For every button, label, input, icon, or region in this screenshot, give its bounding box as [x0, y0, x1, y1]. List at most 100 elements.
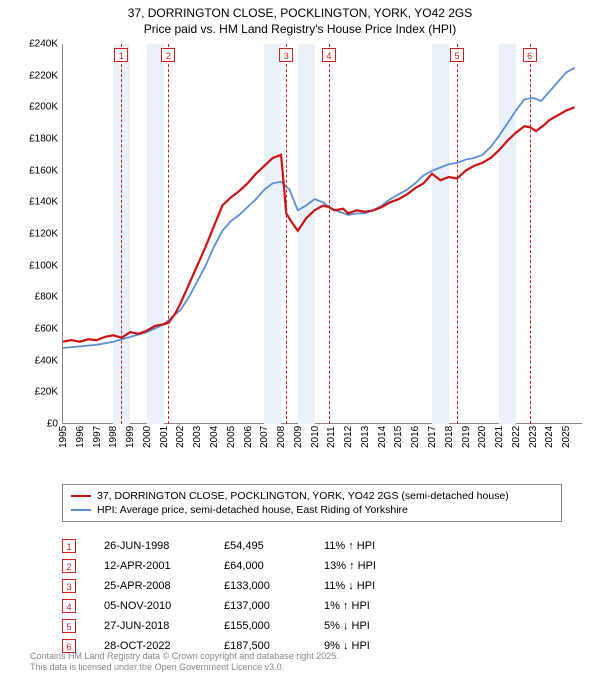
legend-label-blue: HPI: Average price, semi-detached house,… — [97, 504, 408, 516]
y-tick-label: £160K — [18, 165, 58, 176]
sales-row-price: £137,000 — [224, 600, 324, 612]
x-tick-label: 2006 — [243, 426, 254, 448]
x-tick-label: 1996 — [75, 426, 86, 448]
sales-row-date: 26-JUN-1998 — [104, 540, 224, 552]
sales-row-num: 4 — [62, 599, 76, 613]
sales-row: 5 27-JUN-2018£155,0005% ↓ HPI — [62, 616, 562, 636]
x-tick-label: 2005 — [226, 426, 237, 448]
sale-marker-flag: 2 — [161, 48, 175, 62]
sales-table: 1 26-JUN-1998£54,49511% ↑ HPI 2 12-APR-2001… — [62, 536, 562, 656]
y-tick-label: £120K — [18, 229, 58, 240]
x-tick-label: 1997 — [92, 426, 103, 448]
x-tick-label: 2008 — [276, 426, 287, 448]
y-tick-label: £100K — [18, 260, 58, 271]
line-series — [63, 44, 583, 424]
sales-row-hpi: 5% ↓ HPI — [324, 620, 424, 632]
sale-marker-flag: 6 — [523, 48, 537, 62]
x-tick-label: 2002 — [175, 426, 186, 448]
legend-label-red: 37, DORRINGTON CLOSE, POCKLINGTON, YORK,… — [97, 490, 509, 502]
x-tick-label: 1999 — [125, 426, 136, 448]
sales-row: 2 12-APR-2001£64,00013% ↑ HPI — [62, 556, 562, 576]
series-property — [63, 107, 575, 341]
x-axis: 1995199619971998199920002001200220032004… — [62, 426, 582, 466]
sales-row-hpi: 11% ↑ HPI — [324, 540, 424, 552]
sale-marker-line — [329, 44, 330, 424]
sales-row: 4 05-NOV-2010£137,0001% ↑ HPI — [62, 596, 562, 616]
x-tick-label: 2024 — [544, 426, 555, 448]
x-tick-label: 2001 — [159, 426, 170, 448]
sales-row-hpi: 1% ↑ HPI — [324, 600, 424, 612]
y-tick-label: £80K — [18, 292, 58, 303]
legend: 37, DORRINGTON CLOSE, POCKLINGTON, YORK,… — [62, 484, 562, 522]
sale-marker-line — [530, 44, 531, 424]
x-tick-label: 2022 — [511, 426, 522, 448]
sales-row-date: 25-APR-2008 — [104, 580, 224, 592]
y-tick-label: £200K — [18, 102, 58, 113]
y-tick-label: £60K — [18, 324, 58, 335]
x-tick-label: 2003 — [192, 426, 203, 448]
x-tick-label: 2014 — [377, 426, 388, 448]
x-tick-label: 2000 — [142, 426, 153, 448]
x-tick-label: 2011 — [326, 426, 337, 448]
x-tick-label: 2004 — [209, 426, 220, 448]
sale-marker-flag: 3 — [279, 48, 293, 62]
x-tick-label: 2013 — [360, 426, 371, 448]
x-tick-label: 2018 — [444, 426, 455, 448]
footnote-line-1: Contains HM Land Registry data © Crown c… — [30, 651, 339, 663]
x-tick-label: 2009 — [293, 426, 304, 448]
legend-row-blue: HPI: Average price, semi-detached house,… — [71, 503, 553, 517]
sales-row-num: 1 — [62, 539, 76, 553]
legend-row-red: 37, DORRINGTON CLOSE, POCKLINGTON, YORK,… — [71, 489, 553, 503]
sales-row-price: £155,000 — [224, 620, 324, 632]
title-line-1: 37, DORRINGTON CLOSE, POCKLINGTON, YORK,… — [0, 6, 600, 22]
footnote-line-2: This data is licensed under the Open Gov… — [30, 662, 339, 674]
x-tick-label: 2020 — [477, 426, 488, 448]
legend-swatch-red — [71, 495, 91, 497]
legend-swatch-blue — [71, 509, 91, 511]
y-tick-label: £220K — [18, 70, 58, 81]
sales-row-date: 12-APR-2001 — [104, 560, 224, 572]
x-tick-label: 2010 — [310, 426, 321, 448]
sales-row-hpi: 11% ↓ HPI — [324, 580, 424, 592]
sale-marker-line — [457, 44, 458, 424]
chart-area: £0 £20K £40K £60K £80K £100K £120K £140K £160K £1… — [18, 44, 582, 444]
x-tick-label: 2023 — [528, 426, 539, 448]
x-tick-label: 2017 — [427, 426, 438, 448]
sales-row-num: 2 — [62, 559, 76, 573]
x-tick-label: 2025 — [561, 426, 572, 448]
y-tick-label: £140K — [18, 197, 58, 208]
sales-row-date: 27-JUN-2018 — [104, 620, 224, 632]
sales-row-price: £133,000 — [224, 580, 324, 592]
sale-marker-line — [121, 44, 122, 424]
sale-marker-flag: 5 — [450, 48, 464, 62]
sales-row-num: 5 — [62, 619, 76, 633]
y-tick-label: £180K — [18, 134, 58, 145]
chart-title: 37, DORRINGTON CLOSE, POCKLINGTON, YORK,… — [0, 0, 600, 37]
y-axis: £0 £20K £40K £60K £80K £100K £120K £140K £160K £1… — [18, 44, 62, 444]
title-line-2: Price paid vs. HM Land Registry's House … — [0, 22, 600, 38]
x-tick-label: 1995 — [58, 426, 69, 448]
sales-row-hpi: 9% ↓ HPI — [324, 640, 424, 652]
x-tick-label: 2015 — [393, 426, 404, 448]
y-tick-label: £40K — [18, 355, 58, 366]
sale-marker-line — [286, 44, 287, 424]
sale-marker-flag: 4 — [322, 48, 336, 62]
y-tick-label: £240K — [18, 39, 58, 50]
sales-row-price: £64,000 — [224, 560, 324, 572]
footnote: Contains HM Land Registry data © Crown c… — [30, 651, 339, 674]
sales-row: 3 25-APR-2008£133,00011% ↓ HPI — [62, 576, 562, 596]
x-tick-label: 2019 — [461, 426, 472, 448]
sales-row-date: 05-NOV-2010 — [104, 600, 224, 612]
y-tick-label: £0 — [18, 419, 58, 430]
x-tick-label: 2007 — [259, 426, 270, 448]
x-tick-label: 2016 — [410, 426, 421, 448]
sales-row-hpi: 13% ↑ HPI — [324, 560, 424, 572]
sale-marker-line — [168, 44, 169, 424]
sales-row-num: 3 — [62, 579, 76, 593]
y-tick-label: £20K — [18, 387, 58, 398]
x-tick-label: 2021 — [494, 426, 505, 448]
sale-marker-flag: 1 — [114, 48, 128, 62]
x-tick-label: 2012 — [343, 426, 354, 448]
sales-row: 1 26-JUN-1998£54,49511% ↑ HPI — [62, 536, 562, 556]
sales-row-price: £54,495 — [224, 540, 324, 552]
